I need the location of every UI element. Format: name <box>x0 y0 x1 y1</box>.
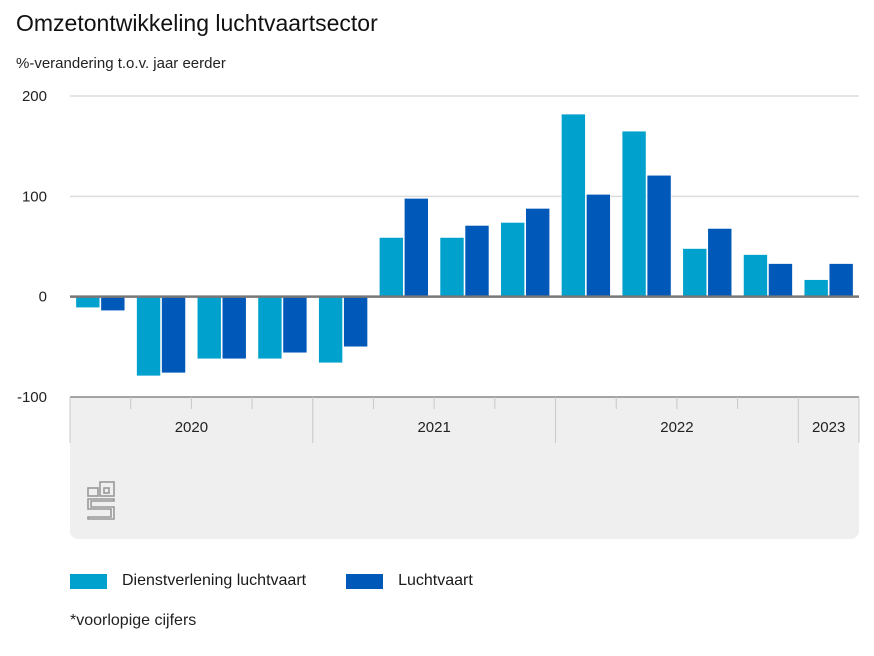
cbs-logo-icon <box>87 481 115 520</box>
bar-dienstverlening-2022-k2[interactable] <box>621 130 647 297</box>
bar-luchtvaart-2022-k2[interactable] <box>646 174 672 297</box>
x-year-label: 2023 <box>812 419 845 436</box>
legend-swatch <box>346 573 384 589</box>
x-year-label: 2021 <box>417 419 450 436</box>
legend: Dienstverlening luchtvaart Luchtvaart <box>70 572 513 590</box>
bar-dienstverlening-2020-k2[interactable] <box>136 296 161 377</box>
bar-dienstverlening-2022-k4[interactable] <box>743 254 768 297</box>
bar-luchtvaart-2023-k1[interactable] <box>828 263 854 297</box>
chart-subtitle: %-verandering t.o.v. jaar eerder <box>16 55 226 72</box>
axis-panel <box>70 397 859 539</box>
bar-dienstverlening-2023-k1[interactable] <box>803 279 829 297</box>
bar-luchtvaart-2020-k4[interactable] <box>282 296 308 354</box>
legend-swatch <box>70 573 107 589</box>
bar-luchtvaart-2022-k1[interactable] <box>586 194 611 297</box>
y-tick-label: 200 <box>22 88 47 105</box>
footnote: *voorlopige cijfers <box>70 612 197 629</box>
x-year-label: 2020 <box>175 419 208 436</box>
bar-luchtvaart-2020-k3[interactable] <box>221 296 247 360</box>
bar-luchtvaart-2021-k2[interactable] <box>404 198 429 297</box>
bar-dienstverlening-2022-k3[interactable] <box>682 248 708 297</box>
x-year-label: 2022 <box>660 419 693 436</box>
bar-dienstverlening-2021-k3[interactable] <box>439 237 465 297</box>
y-tick-label: 100 <box>22 188 47 205</box>
bar-luchtvaart-2021-k3[interactable] <box>464 225 490 297</box>
legend-label: Dienstverlening luchtvaart <box>122 572 307 589</box>
y-tick-label: -100 <box>17 389 47 406</box>
bar-luchtvaart-2020-k2[interactable] <box>161 296 186 374</box>
axis-panel-top <box>70 397 859 407</box>
bar-dienstverlening-2020-k4[interactable] <box>257 296 283 360</box>
bar-luchtvaart-2020-k1[interactable] <box>100 296 126 312</box>
bar-dienstverlening-2020-k1[interactable] <box>75 296 101 309</box>
chart-title: Omzetontwikkeling luchtvaartsector <box>16 10 378 36</box>
bar-luchtvaart-2022-k3[interactable] <box>707 228 733 297</box>
bar-dienstverlening-2021-k2[interactable] <box>379 237 404 297</box>
bar-chart: 200 100 0 -100 2020 2021 2022 2023 <box>17 88 860 539</box>
y-tick-label: 0 <box>39 289 47 306</box>
legend-item-dienstverlening[interactable]: Dienstverlening luchtvaart <box>70 572 306 590</box>
bar-dienstverlening-2020-k3[interactable] <box>196 296 222 360</box>
bar-luchtvaart-2021-k1[interactable] <box>343 296 368 348</box>
bar-dienstverlening-2022-k1[interactable] <box>561 113 586 297</box>
bar-dienstverlening-2021-k1[interactable] <box>318 296 343 364</box>
legend-item-luchtvaart[interactable]: Luchtvaart <box>346 572 473 590</box>
legend-label: Luchtvaart <box>398 572 473 589</box>
bar-luchtvaart-2021-k4[interactable] <box>525 208 550 297</box>
bar-dienstverlening-2021-k4[interactable] <box>500 222 525 297</box>
bar-luchtvaart-2022-k4[interactable] <box>768 263 793 297</box>
